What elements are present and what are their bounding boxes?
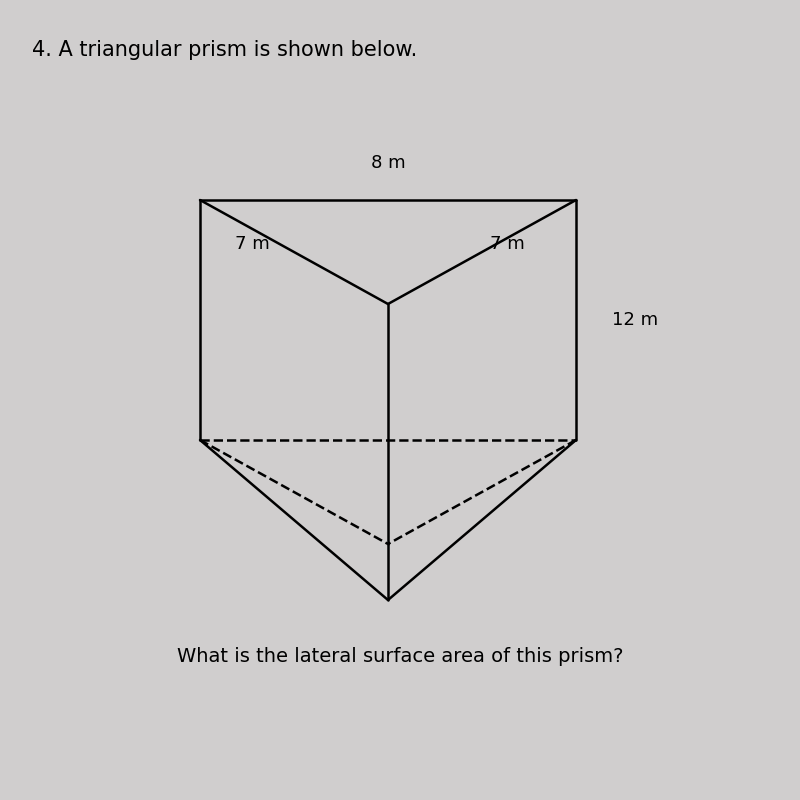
- Text: What is the lateral surface area of this prism?: What is the lateral surface area of this…: [177, 646, 623, 666]
- Text: 7 m: 7 m: [490, 235, 525, 253]
- Text: 7 m: 7 m: [235, 235, 270, 253]
- Text: 8 m: 8 m: [370, 154, 406, 172]
- Text: 4. A triangular prism is shown below.: 4. A triangular prism is shown below.: [32, 40, 418, 60]
- Text: 12 m: 12 m: [612, 311, 658, 329]
